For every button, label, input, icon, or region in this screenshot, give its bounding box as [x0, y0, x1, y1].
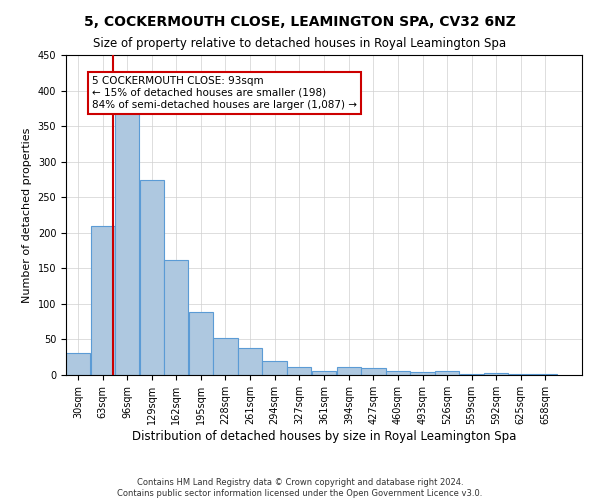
- Bar: [115, 108, 139, 375]
- Bar: [140, 180, 164, 375]
- Bar: [435, 372, 459, 375]
- Bar: [214, 338, 238, 375]
- Bar: [262, 361, 287, 375]
- Bar: [533, 374, 557, 375]
- Y-axis label: Number of detached properties: Number of detached properties: [22, 128, 32, 302]
- Bar: [386, 372, 410, 375]
- Bar: [312, 370, 337, 375]
- Bar: [91, 226, 115, 375]
- X-axis label: Distribution of detached houses by size in Royal Leamington Spa: Distribution of detached houses by size …: [132, 430, 516, 442]
- Text: Size of property relative to detached houses in Royal Leamington Spa: Size of property relative to detached ho…: [94, 38, 506, 51]
- Bar: [238, 348, 262, 375]
- Bar: [509, 374, 533, 375]
- Bar: [410, 372, 434, 375]
- Bar: [164, 260, 188, 375]
- Bar: [460, 374, 484, 375]
- Text: Contains HM Land Registry data © Crown copyright and database right 2024.
Contai: Contains HM Land Registry data © Crown c…: [118, 478, 482, 498]
- Bar: [287, 367, 311, 375]
- Text: 5 COCKERMOUTH CLOSE: 93sqm
← 15% of detached houses are smaller (198)
84% of sem: 5 COCKERMOUTH CLOSE: 93sqm ← 15% of deta…: [92, 76, 357, 110]
- Bar: [189, 312, 213, 375]
- Bar: [484, 373, 508, 375]
- Bar: [361, 368, 386, 375]
- Bar: [66, 353, 91, 375]
- Text: 5, COCKERMOUTH CLOSE, LEAMINGTON SPA, CV32 6NZ: 5, COCKERMOUTH CLOSE, LEAMINGTON SPA, CV…: [84, 15, 516, 29]
- Bar: [337, 367, 361, 375]
